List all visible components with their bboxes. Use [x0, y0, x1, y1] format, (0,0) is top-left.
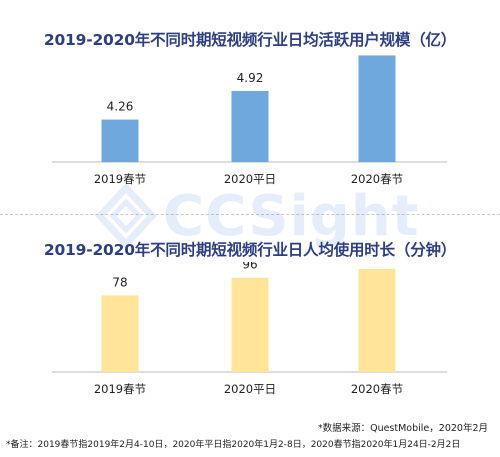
- tick-label-2: 2020春节: [351, 172, 403, 186]
- tick-label-1: 2020平日: [224, 172, 276, 186]
- data-label-1: 96: [242, 262, 257, 272]
- section-divider: [0, 214, 500, 215]
- remark-note: *备注：2019春节指2019年2月4-10日，2020年平日指2020年1月2…: [6, 440, 461, 450]
- source-note: *数据来源：QuestMobile，2020年2月: [317, 423, 488, 434]
- bar-2: [358, 268, 396, 372]
- chart-title-duration: 2019-2020年不同时期短视频行业日人均使用时长（分钟）: [43, 241, 457, 259]
- bar-0: [101, 119, 139, 162]
- tick-label-1: 2020平日: [224, 382, 276, 396]
- data-label-1: 4.92: [237, 71, 264, 85]
- bar-1: [231, 277, 269, 372]
- data-label-0: 78: [112, 275, 127, 289]
- tick-label-2: 2020春节: [351, 382, 403, 396]
- tick-label-0: 2019春节: [94, 382, 146, 396]
- data-label-2: 105: [366, 262, 389, 263]
- bar-1: [231, 90, 269, 162]
- chart-duration: 78 2019春节 96 2020平日 105 2020春节: [52, 262, 447, 396]
- bar-0: [101, 295, 139, 372]
- chart-title-dau: 2019-2020年不同时期短视频行业日均活跃用户规模（亿）: [43, 31, 457, 49]
- bar-2: [358, 55, 396, 162]
- tick-label-0: 2019春节: [94, 172, 146, 186]
- data-label-0: 4.26: [107, 100, 134, 114]
